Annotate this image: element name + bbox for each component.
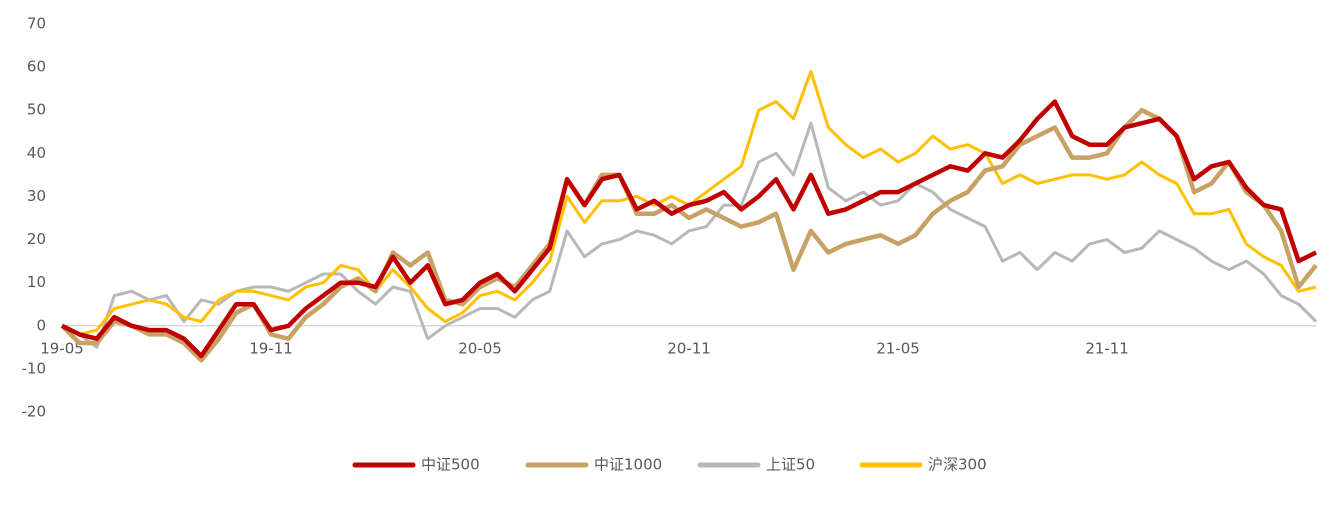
y-tick-label: 20 [27,230,46,248]
legend-label: 中证500 [421,456,480,474]
y-tick-label: 30 [27,187,46,205]
legend-label: 沪深300 [928,456,987,474]
y-tick-label: 70 [27,15,46,33]
series-line [60,107,1318,363]
y-tick-label: 40 [27,144,46,162]
x-tick-label: 19-05 [40,339,84,357]
y-tick-label: -20 [22,403,47,421]
x-tick-label: 21-05 [876,339,920,357]
y-tick-label: 60 [27,58,46,76]
legend-label: 中证1000 [594,456,662,474]
y-tick-label: -10 [22,359,47,377]
x-tick-label: 19-11 [249,339,293,357]
legend-label: 上证50 [766,456,815,474]
x-tick-label: 20-11 [667,339,711,357]
series-line [61,99,1317,359]
x-tick-label: 20-05 [458,339,502,357]
series-line [61,121,1318,349]
x-tick-label: 21-11 [1085,339,1129,357]
y-tick-label: 50 [27,101,46,119]
y-tick-label: 10 [27,273,46,291]
y-tick-label: 0 [36,316,46,334]
